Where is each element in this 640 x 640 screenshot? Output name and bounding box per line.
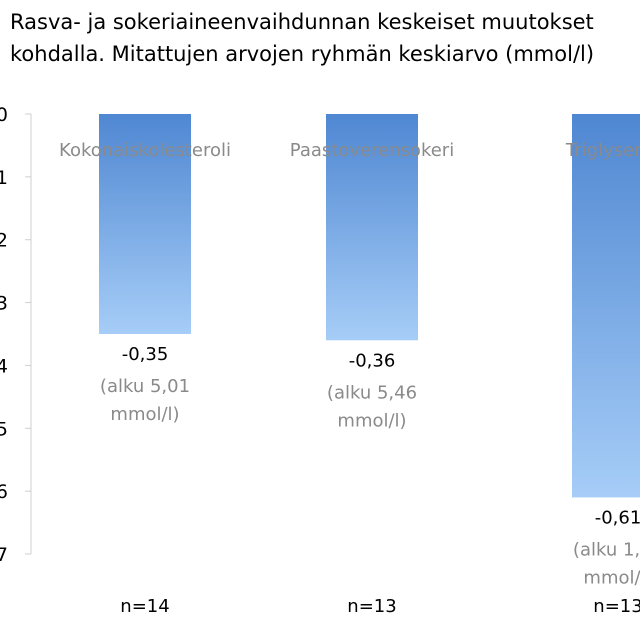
chart-title-line-1: Rasva- ja sokeriaineenvaihdunnan keskeis…	[10, 10, 594, 34]
category-label: Paastoverensokeri	[290, 140, 454, 161]
baseline-note: (alku 5,46	[327, 382, 417, 403]
data-label: -0,36	[349, 350, 396, 371]
y-tick-label: 5	[0, 418, 8, 440]
data-label: -0,35	[122, 344, 169, 365]
category-label: Triglyseridit	[565, 140, 640, 161]
y-tick-label: 4	[0, 355, 8, 377]
baseline-note: mmol/l)	[110, 404, 179, 425]
bar	[99, 114, 191, 334]
sample-size-label: n=13	[593, 596, 640, 617]
bar	[326, 114, 418, 341]
y-tick-label: 7	[0, 544, 8, 566]
baseline-note: (alku 5,01	[100, 376, 190, 397]
sample-size-label: n=13	[347, 596, 396, 617]
y-tick-label: 2	[0, 230, 8, 252]
y-tick-label: 1	[0, 167, 8, 189]
y-tick-label: 3	[0, 293, 8, 315]
category-label: Kokonaiskolesteroli	[59, 140, 231, 161]
chart-title-line-2: kohdalla. Mitattujen arvojen ryhmän kesk…	[10, 42, 595, 66]
data-label: -0,61	[595, 507, 640, 528]
chart-title: Rasva- ja sokeriaineenvaihdunnan keskeis…	[10, 6, 640, 70]
baseline-note: mmol/l)	[337, 410, 406, 431]
baseline-note: mmol/l)	[583, 567, 640, 588]
y-tick-label: 6	[0, 481, 8, 503]
bar	[572, 114, 640, 498]
y-tick-label: 0	[0, 104, 8, 126]
baseline-note: (alku 1,79	[573, 539, 640, 560]
sample-size-label: n=14	[120, 596, 169, 617]
